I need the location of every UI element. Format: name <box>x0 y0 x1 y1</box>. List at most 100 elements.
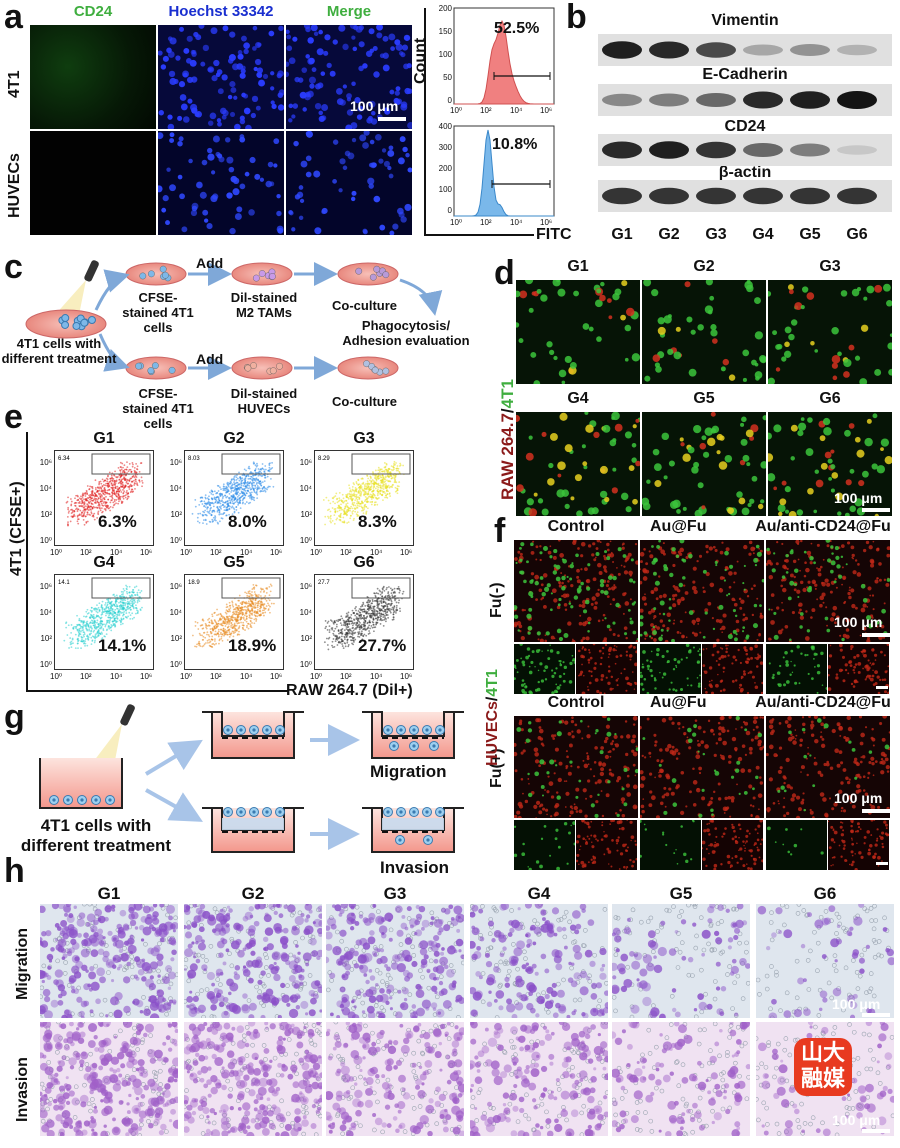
histogram-top-ytick: 200 <box>438 4 452 13</box>
panel-a-label: a <box>4 0 23 36</box>
wb-group-label: G2 <box>658 226 680 243</box>
panel-d-micrograph <box>768 412 892 516</box>
panel-e-xtick: 10⁰ <box>50 548 63 557</box>
panel-f-scale-text: 100 μm <box>834 614 883 630</box>
panel-e-percent: 8.3% <box>358 512 397 531</box>
histogram-top-percent: 52.5% <box>494 20 540 37</box>
panel-d-micrograph <box>642 412 766 516</box>
wb-group-label: G5 <box>799 226 821 243</box>
panel-e-xtick: 10⁰ <box>310 672 323 681</box>
panel-c-bottom-result: Co-culture <box>332 394 397 409</box>
panel-f-header-anti-top: Au/anti-CD24@Fu <box>755 518 891 535</box>
panel-h-label: h <box>4 852 25 890</box>
panel-c-bottom-cells: CFSE-stained 4T1 cells <box>122 386 194 431</box>
histogram-top-ytick: 0 <box>447 96 452 105</box>
wb-band <box>649 187 689 205</box>
panel-h-migration-micrograph <box>470 904 608 1018</box>
panel-e-xtick: 10⁶ <box>270 548 283 557</box>
panel-f-channel-thumb <box>766 820 827 870</box>
panel-d-group-label: G1 <box>567 258 589 275</box>
panel-d-group-label: G4 <box>567 390 589 407</box>
panel-e-xtick: 10⁶ <box>140 672 153 681</box>
wb-band <box>649 41 689 59</box>
panel-f-micrograph <box>514 716 638 818</box>
panel-e-ytick: 10⁴ <box>169 608 182 617</box>
panel-f-scale-bar <box>862 633 890 637</box>
panel-g-label: g <box>4 698 25 736</box>
panel-a-scale-text: 100 μm <box>350 98 399 114</box>
histogram-bottom-ytick: 100 <box>438 185 452 194</box>
wb-band <box>837 44 877 56</box>
panel-e-ytick: 10⁴ <box>299 484 312 493</box>
panel-e-ytick: 10⁶ <box>299 582 312 591</box>
wb-band <box>602 93 642 107</box>
wb-band <box>790 91 830 109</box>
panel-c-top-cells: CFSE-stained 4T1 cells <box>122 290 194 335</box>
panel-f-y-label: HUVECs/4T1 <box>484 669 502 766</box>
panel-e-gate-value: 14.1 <box>58 580 70 586</box>
panel-f-channel-thumb <box>514 820 575 870</box>
panel-h-migration-micrograph <box>40 904 178 1018</box>
panel-g-migration: Migration <box>370 762 447 781</box>
panel-e-percent: 6.3% <box>98 512 137 531</box>
panel-h-group-label: G5 <box>669 884 693 903</box>
histogram-bottom-xtick: 10⁶ <box>540 218 553 227</box>
panel-e-ytick: 10⁰ <box>169 660 182 669</box>
panel-e-y-label: 4T1 (CFSE+) <box>8 481 25 576</box>
panel-e-xtick: 10⁴ <box>110 548 123 557</box>
micrograph-4t1-hoechst <box>158 25 284 129</box>
panel-f-channel-thumb <box>702 820 763 870</box>
wb-band <box>696 42 736 58</box>
wb-band <box>837 187 877 205</box>
panel-e-ytick: 10⁶ <box>39 582 52 591</box>
panel-e-gate-value: 27.7 <box>318 580 330 586</box>
panel-f-y-green: 4T1 <box>484 669 501 697</box>
panel-h-invasion-micrograph <box>40 1022 178 1136</box>
wb-group-label: G1 <box>611 226 633 243</box>
wb-band <box>696 141 736 159</box>
panel-e-xtick: 10⁶ <box>270 672 283 681</box>
panel-f-channel-thumb <box>828 644 889 694</box>
panel-c-diagram <box>25 260 443 380</box>
histogram-y-axis-arrow <box>424 8 426 236</box>
panel-c-add-1: Add <box>196 255 224 271</box>
panel-f-thumb-scale-bar <box>876 862 888 865</box>
wb-band <box>696 187 736 205</box>
panel-e-xtick: 10⁰ <box>50 672 63 681</box>
panel-e-xtick: 10² <box>210 548 222 557</box>
panel-d-micrograph <box>516 412 640 516</box>
histogram-bottom-ytick: 300 <box>438 143 452 152</box>
watermark-text: 山大融媒 <box>800 1041 845 1092</box>
panel-d-micrograph <box>516 280 640 384</box>
panel-e-ytick: 10² <box>170 510 182 519</box>
panel-f-channel-thumb <box>828 820 889 870</box>
histogram-bottom-ytick: 200 <box>438 164 452 173</box>
wb-band <box>649 141 689 159</box>
panel-f-channel-thumb <box>576 644 637 694</box>
panel-e-scatter: 27.7 <box>314 574 414 670</box>
histogram-bottom-ytick: 400 <box>438 122 452 131</box>
panel-e-xtick: 10² <box>210 672 222 681</box>
panel-h-migration-micrograph <box>326 904 464 1018</box>
panel-a-header-cd24: CD24 <box>73 3 113 20</box>
panel-h-scale-text: 100 μm <box>832 1112 881 1128</box>
panel-e-y-axis <box>26 432 28 692</box>
wb-title-cd24: CD24 <box>724 118 766 135</box>
panel-e-ytick: 10⁶ <box>169 582 182 591</box>
panel-d-group-label: G3 <box>819 258 841 275</box>
histogram-bottom-xtick: 10⁰ <box>450 218 463 227</box>
panel-f-micrograph <box>640 716 764 818</box>
panel-c-top-partner: Dil-stained M2 TAMs <box>230 290 298 320</box>
panel-c-label: c <box>4 248 23 286</box>
histogram-top-ytick: 50 <box>443 73 452 82</box>
panel-e-xtick: 10² <box>80 548 92 557</box>
panel-e-ytick: 10⁴ <box>39 608 52 617</box>
panel-h-group-label: G4 <box>527 884 551 903</box>
panel-e-xtick: 10⁰ <box>180 548 193 557</box>
panel-a-row-huvecs: HUVECs <box>6 153 23 218</box>
wb-band <box>743 187 783 205</box>
panel-h-scale-bar <box>862 1013 890 1017</box>
panel-e-xtick: 10⁶ <box>400 548 413 557</box>
histogram-top-xtick: 10² <box>480 106 492 115</box>
panel-e-xtick: 10⁰ <box>180 672 193 681</box>
